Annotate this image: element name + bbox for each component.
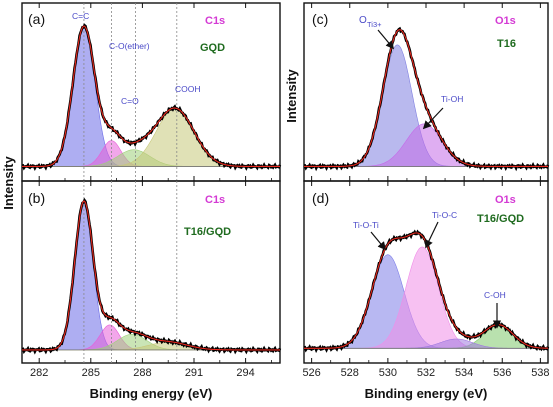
panel-b-curves [21, 197, 282, 355]
panel-b-tick-label-1: 285 [82, 367, 100, 379]
panel-b-ticks: 282 285 288 291 294 [30, 181, 272, 379]
panel-c-element: O1s [495, 15, 516, 27]
panel-b-fit-curve [22, 200, 280, 351]
panel-d-letter: (d) [312, 190, 329, 206]
panel-d-label-coh: C-OH [484, 290, 506, 300]
panel-d: 526 528 530 532 534 536 538 (d) O1s T16/GQD Ti… [302, 180, 550, 379]
panel-c: (c) O1s T16 O Ti3+ Ti-OH [303, 2, 550, 182]
panel-b-letter: (b) [28, 190, 45, 206]
panel-d-arrow-tioti [370, 231, 387, 251]
panel-b-tick-label-4: 294 [236, 367, 254, 379]
panel-b: 282 285 288 291 294 (b) C1s T16/GQD [21, 180, 282, 379]
panel-d-ticks: 526 528 530 532 534 536 538 [302, 181, 550, 379]
y-axis-title-right: Intensity [284, 69, 299, 123]
panel-b-measured-curve [21, 197, 282, 355]
panel-a-sample: GQD [200, 42, 225, 54]
panel-b-element: C1s [205, 194, 225, 206]
panel-c-letter: (c) [312, 11, 328, 27]
panel-a-label-cooh: COOH [175, 84, 201, 94]
panel-a-ref-lines [83, 3, 178, 181]
panel-d-tick-label-5: 536 [493, 367, 511, 379]
panel-a-letter: (a) [28, 11, 45, 27]
panel-b-peak-0 [22, 201, 280, 351]
panel-a-element: C1s [205, 15, 225, 27]
panel-a-label-co: C=O [121, 96, 139, 106]
panel-b-tick-label-2: 288 [133, 367, 151, 379]
panel-d-tick-label-3: 532 [417, 367, 435, 379]
panel-a: (a) C1s GQD C=C C-O(ether) C=O COOH [21, 2, 282, 182]
panel-d-label-tioc: Ti-O-C [432, 210, 457, 220]
panel-c-arrow-oti [377, 29, 395, 50]
panel-c-peak-1 [304, 123, 548, 167]
panel-c-label-ti3: Ti3+ [367, 20, 382, 29]
panel-a-label-cc: C=C [72, 11, 89, 21]
panel-d-label-tioti: Ti-O-Ti [353, 220, 379, 230]
panel-b-tick-label-3: 291 [185, 367, 203, 379]
panel-c-arrow-tioh [422, 107, 444, 130]
panel-b-sample: T16/GQD [184, 226, 231, 238]
panel-d-tick-label-2: 530 [379, 367, 397, 379]
panel-d-element: O1s [495, 194, 516, 206]
panel-d-arrow-tioc [425, 221, 439, 249]
panel-b-fills [22, 201, 280, 351]
panel-c-label-tioh: Ti-OH [441, 94, 463, 104]
x-axis-title-left: Binding energy (eV) [90, 386, 213, 401]
panel-d-sample: T16/GQD [477, 213, 524, 225]
panel-a-curves [21, 23, 282, 171]
y-axis-title-left: Intensity [1, 156, 16, 210]
panel-c-sample: T16 [497, 38, 516, 50]
panel-b-frame [21, 180, 281, 364]
panel-c-label-o: O [359, 15, 367, 26]
panel-d-tick-label-1: 528 [341, 367, 359, 379]
panel-a-label-ether: C-O(ether) [109, 41, 150, 51]
panel-c-fit-curve [304, 29, 548, 167]
panel-a-fit-curve [22, 25, 280, 167]
panel-d-tick-label-6: 538 [531, 367, 549, 379]
panel-d-tick-label-0: 526 [302, 367, 320, 379]
panel-c-curves [303, 26, 550, 172]
panel-a-fills [22, 26, 280, 167]
x-axis-title-right: Binding energy (eV) [365, 386, 488, 401]
panel-d-tick-label-4: 534 [455, 367, 473, 379]
panel-b-tick-label-0: 282 [30, 367, 48, 379]
